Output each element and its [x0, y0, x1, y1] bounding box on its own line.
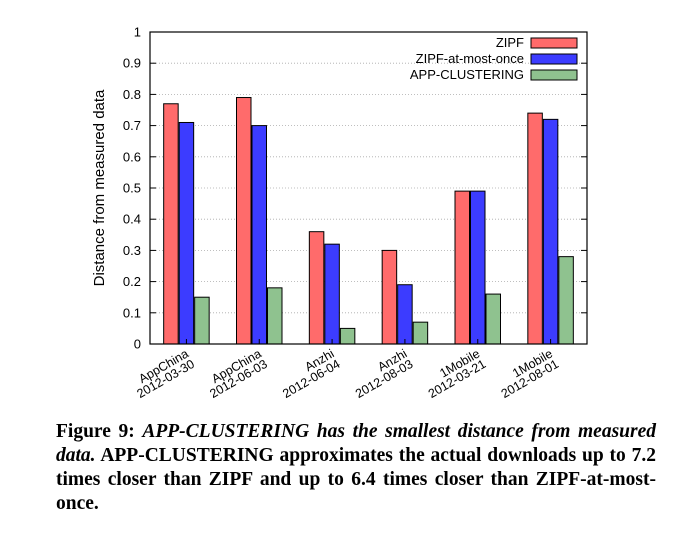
- legend-swatch: [530, 53, 578, 65]
- y-tick-label: 0: [134, 337, 141, 352]
- bar-app-clustering: [194, 296, 210, 345]
- x-tick-label: Anzhi2012-06-04: [274, 346, 342, 400]
- y-axis-label: Distance from measured data: [91, 89, 108, 286]
- x-tick-label: 1Mobile2012-08-01: [493, 346, 561, 400]
- bar-app-clustering: [485, 293, 501, 345]
- y-tick-label: 0.2: [123, 274, 141, 289]
- y-tick-label: 0.6: [123, 149, 141, 164]
- bar-zipf-at-most-once: [251, 125, 267, 345]
- caption-label: Figure 9:: [56, 421, 135, 442]
- bar-zipf: [308, 231, 325, 345]
- figure-caption: Figure 9: APP-CLUSTERING has the smalles…: [56, 420, 656, 516]
- x-tick-label: Anzhi2012-08-03: [347, 346, 415, 400]
- bar-zipf: [236, 97, 252, 345]
- y-tick-label: 0.8: [123, 87, 141, 102]
- x-tick-label: 1Mobile2012-03-21: [420, 346, 488, 400]
- bar-app-clustering: [339, 327, 356, 345]
- plot-frame: [149, 31, 588, 345]
- y-tick-label: 1: [134, 25, 141, 40]
- legend-label: ZIPF-at-most-once: [416, 51, 524, 66]
- legend-label: APP-CLUSTERING: [410, 67, 524, 82]
- x-tick-label: AppChina2012-03-30: [129, 346, 197, 400]
- bar-app-clustering: [412, 321, 429, 345]
- caption-italic: APP-CLUSTERING has the smallest distance…: [56, 421, 656, 466]
- y-tick-label: 0.1: [123, 305, 141, 320]
- legend-label: ZIPF: [496, 35, 524, 50]
- bar-chart: 0 0.1 0.2 0.3 0.4 0.5 0.6 0.7 0.8 0.9 1 Distance fr…: [91, 25, 588, 400]
- y-tick-label: 0.5: [123, 181, 141, 196]
- bar-zipf-at-most-once: [542, 118, 559, 345]
- bar-zipf-at-most-once: [397, 284, 413, 345]
- y-tick-label: 0.9: [123, 56, 141, 71]
- y-tick-label: 0.7: [123, 118, 141, 133]
- caption-body: APP-CLUSTERING approximates the actual d…: [56, 445, 656, 514]
- x-tick-label: AppChina2012-06-03: [201, 346, 269, 400]
- y-tick-label: 0.4: [123, 212, 141, 227]
- bar-zipf-at-most-once: [178, 121, 195, 345]
- bar-zipf-at-most-once: [470, 190, 486, 345]
- legend-swatch: [530, 37, 578, 49]
- y-tick-label: 0.3: [123, 243, 141, 258]
- bar-app-clustering: [558, 256, 574, 345]
- legend-swatch: [530, 69, 578, 81]
- bar-zipf-at-most-once: [324, 243, 340, 345]
- bar-zipf: [381, 249, 398, 345]
- bar-zipf: [454, 190, 470, 345]
- bar-app-clustering: [267, 287, 283, 345]
- bar-zipf: [163, 103, 179, 345]
- bar-zipf: [527, 112, 543, 345]
